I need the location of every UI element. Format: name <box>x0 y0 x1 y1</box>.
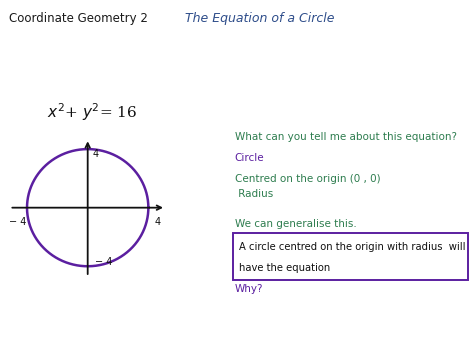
Text: 4: 4 <box>92 149 99 159</box>
Text: We can generalise this.: We can generalise this. <box>235 219 356 229</box>
FancyBboxPatch shape <box>233 233 468 280</box>
Text: A circle centred on the origin with radius  will: A circle centred on the origin with radi… <box>239 242 465 252</box>
Text: − 4: − 4 <box>9 217 26 226</box>
Text: have the equation: have the equation <box>239 263 330 273</box>
Text: Circle: Circle <box>235 153 264 163</box>
Text: 4: 4 <box>155 217 161 226</box>
Text: What can you tell me about this equation?: What can you tell me about this equation… <box>235 132 456 142</box>
Text: Radius: Radius <box>235 189 273 199</box>
Text: Coordinate Geometry 2: Coordinate Geometry 2 <box>9 12 148 26</box>
Text: The Equation of a Circle: The Equation of a Circle <box>185 12 334 26</box>
Text: $x^2$+ $y^2$= 16: $x^2$+ $y^2$= 16 <box>47 101 137 123</box>
Text: − 4: − 4 <box>95 257 112 267</box>
Text: Centred on the origin (0 , 0): Centred on the origin (0 , 0) <box>235 174 380 184</box>
Text: Why?: Why? <box>235 284 263 294</box>
